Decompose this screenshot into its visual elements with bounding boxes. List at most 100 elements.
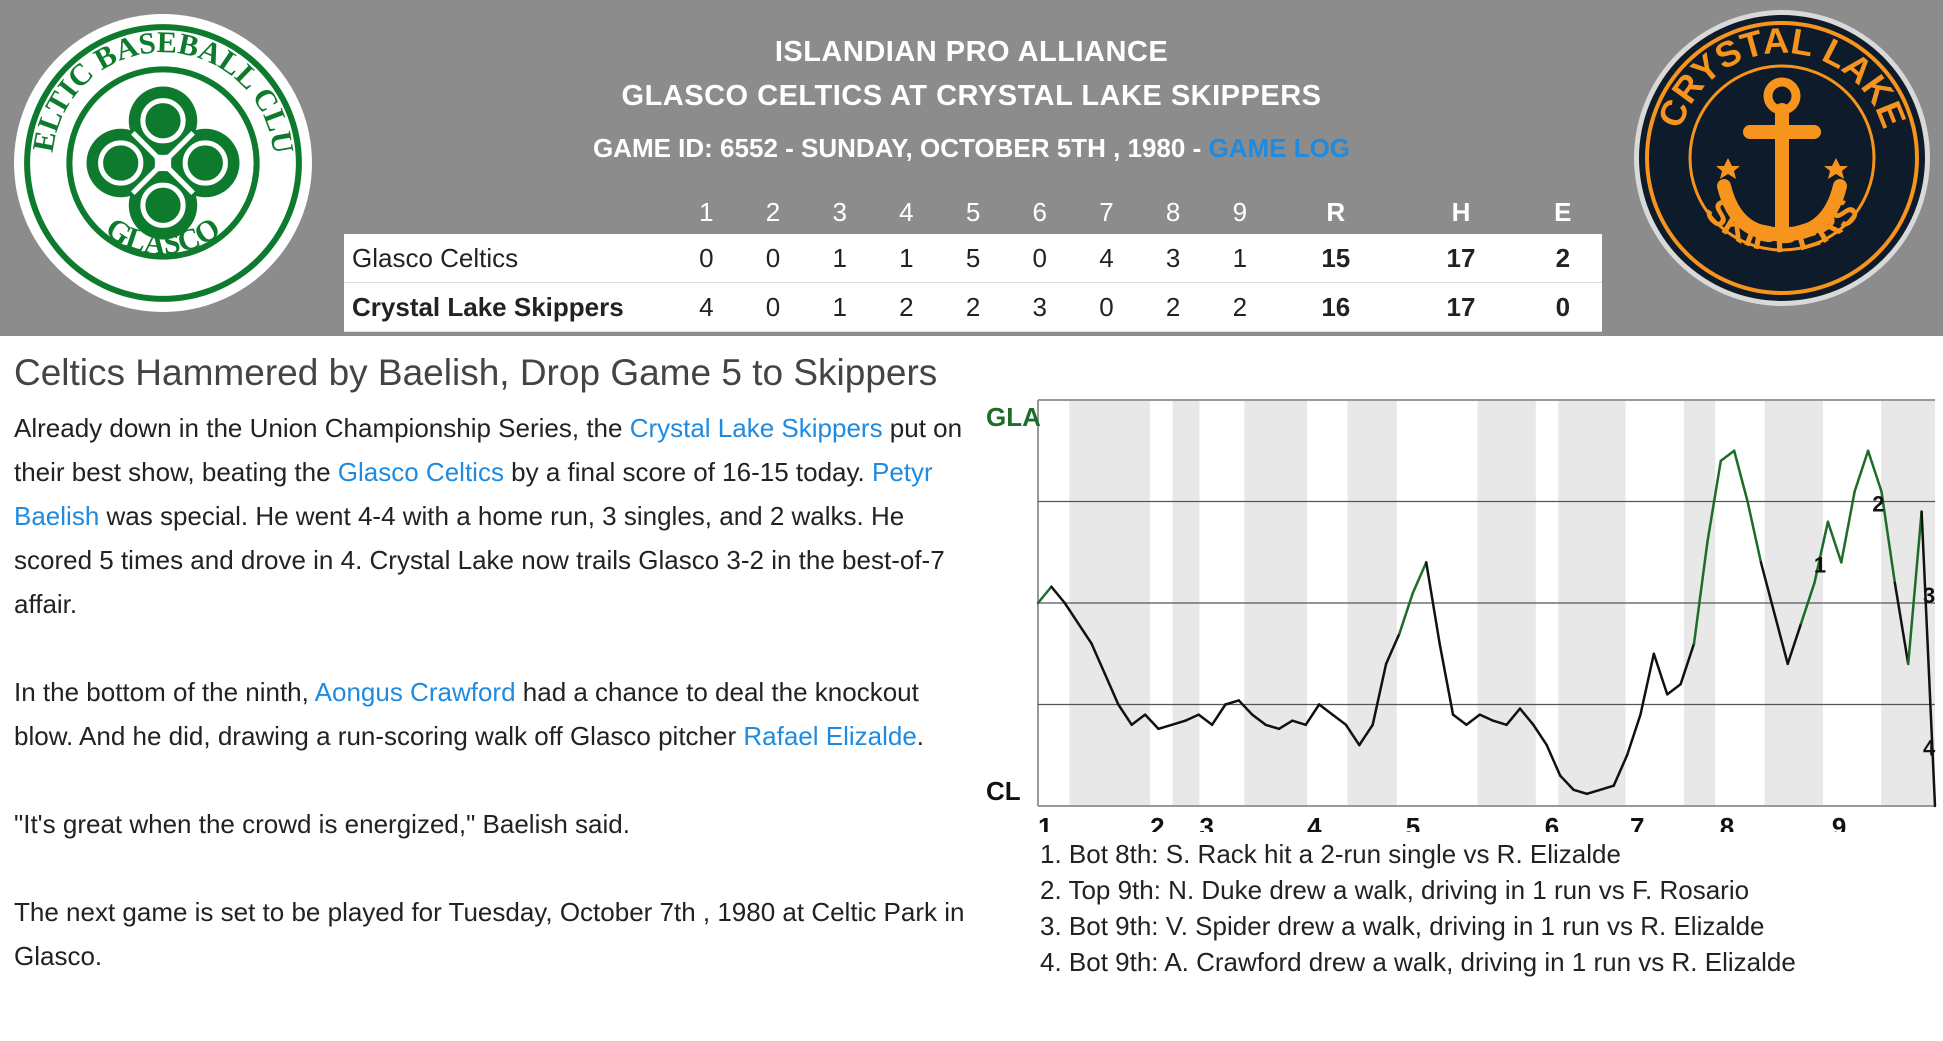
chart-annotation: 4. Bot 9th: A. Crawford drew a walk, dri… xyxy=(1040,947,1796,977)
story-text: . xyxy=(916,721,925,751)
linescore-total-r: 16 xyxy=(1273,282,1399,332)
linescore-header-r: R xyxy=(1273,190,1399,234)
win-probability-segment xyxy=(1732,449,1749,503)
chart-x-tick: 3 xyxy=(1199,812,1213,832)
win-probability-segment xyxy=(1558,774,1575,792)
chart-bottom-label: CL xyxy=(986,776,1021,806)
chart-x-tick: 8 xyxy=(1720,812,1734,832)
chart-annotation-marker: 2 xyxy=(1872,492,1884,517)
game-log-link[interactable]: GAME LOG xyxy=(1208,133,1351,163)
win-probability-segment xyxy=(1451,713,1468,727)
linescore-inning-cell: 5 xyxy=(939,234,1007,283)
game-story: Celtics Hammered by Baelish, Drop Game 5… xyxy=(14,352,974,1022)
linescore-inning-cell: 2 xyxy=(1206,282,1274,332)
win-probability-segment xyxy=(1599,784,1615,792)
win-probability-segment xyxy=(1277,719,1294,731)
story-text: In the bottom of the ninth, xyxy=(14,677,315,707)
win-probability-segment xyxy=(1813,520,1830,584)
win-probability-segment xyxy=(1759,561,1776,615)
linescore-inning-cell: 1 xyxy=(806,234,874,283)
win-probability-segment xyxy=(1090,642,1107,676)
win-probability-segment xyxy=(1130,713,1147,727)
linescore-team-header xyxy=(344,190,673,234)
linescore-total-e: 0 xyxy=(1523,282,1602,332)
win-probability-segment xyxy=(1465,713,1482,727)
linescore-header-8: 8 xyxy=(1139,190,1207,234)
chart-annotation: 2. Top 9th: N. Duke drew a walk, driving… xyxy=(1040,875,1750,905)
linescore-header-3: 3 xyxy=(806,190,874,234)
skippers-link[interactable]: Crystal Lake Skippers xyxy=(629,413,883,443)
win-probability-segment xyxy=(1853,449,1870,493)
linescore-header-2: 2 xyxy=(739,190,807,234)
win-probability-segment xyxy=(1425,561,1441,645)
chart-top-label: GLA xyxy=(986,402,1041,432)
story-paragraph-2: In the bottom of the ninth, Aongus Crawf… xyxy=(14,670,974,758)
story-headline: Celtics Hammered by Baelish, Drop Game 5… xyxy=(14,352,938,393)
win-probability-segment xyxy=(1438,642,1455,716)
win-probability-segment xyxy=(1184,713,1200,722)
win-probability-segment xyxy=(1665,682,1682,696)
win-probability-segment xyxy=(1398,591,1415,635)
linescore-total-h: 17 xyxy=(1398,234,1524,283)
win-probability-segment xyxy=(1840,490,1856,564)
win-probability-segment xyxy=(1532,723,1548,747)
win-probability-segment xyxy=(1250,713,1267,727)
story-paragraph-1: Already down in the Union Championship S… xyxy=(14,406,974,626)
linescore-total-e: 2 xyxy=(1523,234,1602,283)
win-probability-segment xyxy=(1411,561,1428,595)
chart-annotation: 3. Bot 9th: V. Spider drew a walk, drivi… xyxy=(1040,911,1765,941)
win-probability-segment xyxy=(1063,601,1080,625)
chart-x-tick: 7 xyxy=(1630,812,1644,832)
chart-x-tick: 1 xyxy=(1038,812,1052,832)
win-probability-segment xyxy=(1652,652,1669,696)
linescore-total-h: 17 xyxy=(1398,282,1524,332)
win-probability-segment xyxy=(1585,788,1602,796)
player-link-baelish[interactable]: Petyr Baelish xyxy=(14,457,933,531)
anchor-icon xyxy=(1717,77,1847,242)
win-probability-segment xyxy=(1826,520,1843,564)
league-title: ISLANDIAN PRO ALLIANCE xyxy=(774,36,1169,68)
win-probability-segment xyxy=(1491,719,1508,727)
linescore-header-7: 7 xyxy=(1073,190,1140,234)
win-probability-segment xyxy=(1505,707,1522,727)
win-probability-segment xyxy=(1371,662,1388,727)
story-text: had a chance to deal the knockout blow. … xyxy=(14,677,919,751)
story-paragraph-4: The next game is set to be played for Tu… xyxy=(14,897,965,971)
linescore-header-5: 5 xyxy=(939,190,1007,234)
win-probability-segment xyxy=(1344,723,1361,747)
win-probability-segment xyxy=(1331,713,1348,727)
win-probability-segment xyxy=(1572,788,1589,796)
win-probability-segment xyxy=(1197,713,1214,727)
player-link-crawford[interactable]: Aongus Crawford xyxy=(314,677,516,707)
chart-x-tick: 6 xyxy=(1545,812,1559,832)
win-probability-segment xyxy=(1746,500,1763,564)
win-probability-segment xyxy=(1036,585,1053,605)
skippers-logo: CRYSTAL LAKE SKIPPERS xyxy=(1634,10,1930,306)
story-paragraph-3: "It's great when the crowd is energized,… xyxy=(14,809,630,839)
win-probability-segment xyxy=(1304,703,1321,727)
linescore-header-e: E xyxy=(1523,190,1602,234)
chart-annotation-marker: 4 xyxy=(1923,735,1936,760)
win-probability-segment xyxy=(1210,703,1227,727)
game-info: GAME ID: 6552 - SUNDAY, OCTOBER 5TH , 19… xyxy=(0,133,1943,164)
linescore-inning-cell: 0 xyxy=(673,234,740,283)
linescore-header-9: 9 xyxy=(1206,190,1274,234)
win-probability-segment xyxy=(1291,719,1308,727)
win-probability-chart: GLA CL 1 2 3 4 5 6 7 8 9 1 2 3 4 xyxy=(980,392,1943,832)
chart-x-tick: 4 xyxy=(1307,812,1322,832)
win-probability-segment xyxy=(1893,581,1910,666)
win-probability-segment xyxy=(1157,723,1174,731)
story-text: was special. He went 4-4 with a home run… xyxy=(14,501,945,619)
celtics-link[interactable]: Glasco Celtics xyxy=(337,457,504,487)
game-info-text: GAME ID: 6552 - SUNDAY, OCTOBER 5TH , 19… xyxy=(592,133,1209,163)
win-probability-segment xyxy=(1050,585,1067,605)
win-probability-segment xyxy=(1786,622,1803,666)
win-probability-segment xyxy=(1799,581,1816,625)
player-link-elizalde[interactable]: Rafael Elizalde xyxy=(743,721,917,751)
win-probability-segment xyxy=(1706,459,1723,544)
matchup-title: GLASCO CELTICS AT CRYSTAL LAKE SKIPPERS xyxy=(621,80,1322,112)
chart-annotation: 1. Bot 8th: S. Rack hit a 2-run single v… xyxy=(1040,839,1621,869)
win-probability-segment xyxy=(1117,703,1133,727)
linescore-inning-cell: 0 xyxy=(739,234,807,283)
